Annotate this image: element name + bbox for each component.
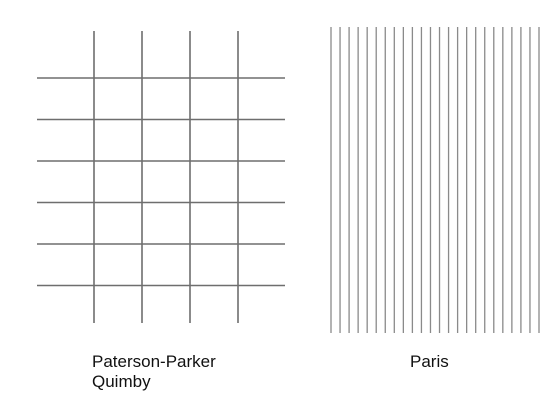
paterson-parker-quimby-label: Paterson-Parker Quimby bbox=[92, 352, 216, 392]
label-line-2: Quimby bbox=[92, 372, 151, 391]
paris-parallel-lines bbox=[330, 27, 540, 333]
label-line-1: Paris bbox=[410, 352, 449, 371]
paterson-parker-quimby-grid bbox=[37, 31, 285, 323]
label-line-1: Paterson-Parker bbox=[92, 352, 216, 371]
paris-label: Paris bbox=[410, 352, 449, 372]
